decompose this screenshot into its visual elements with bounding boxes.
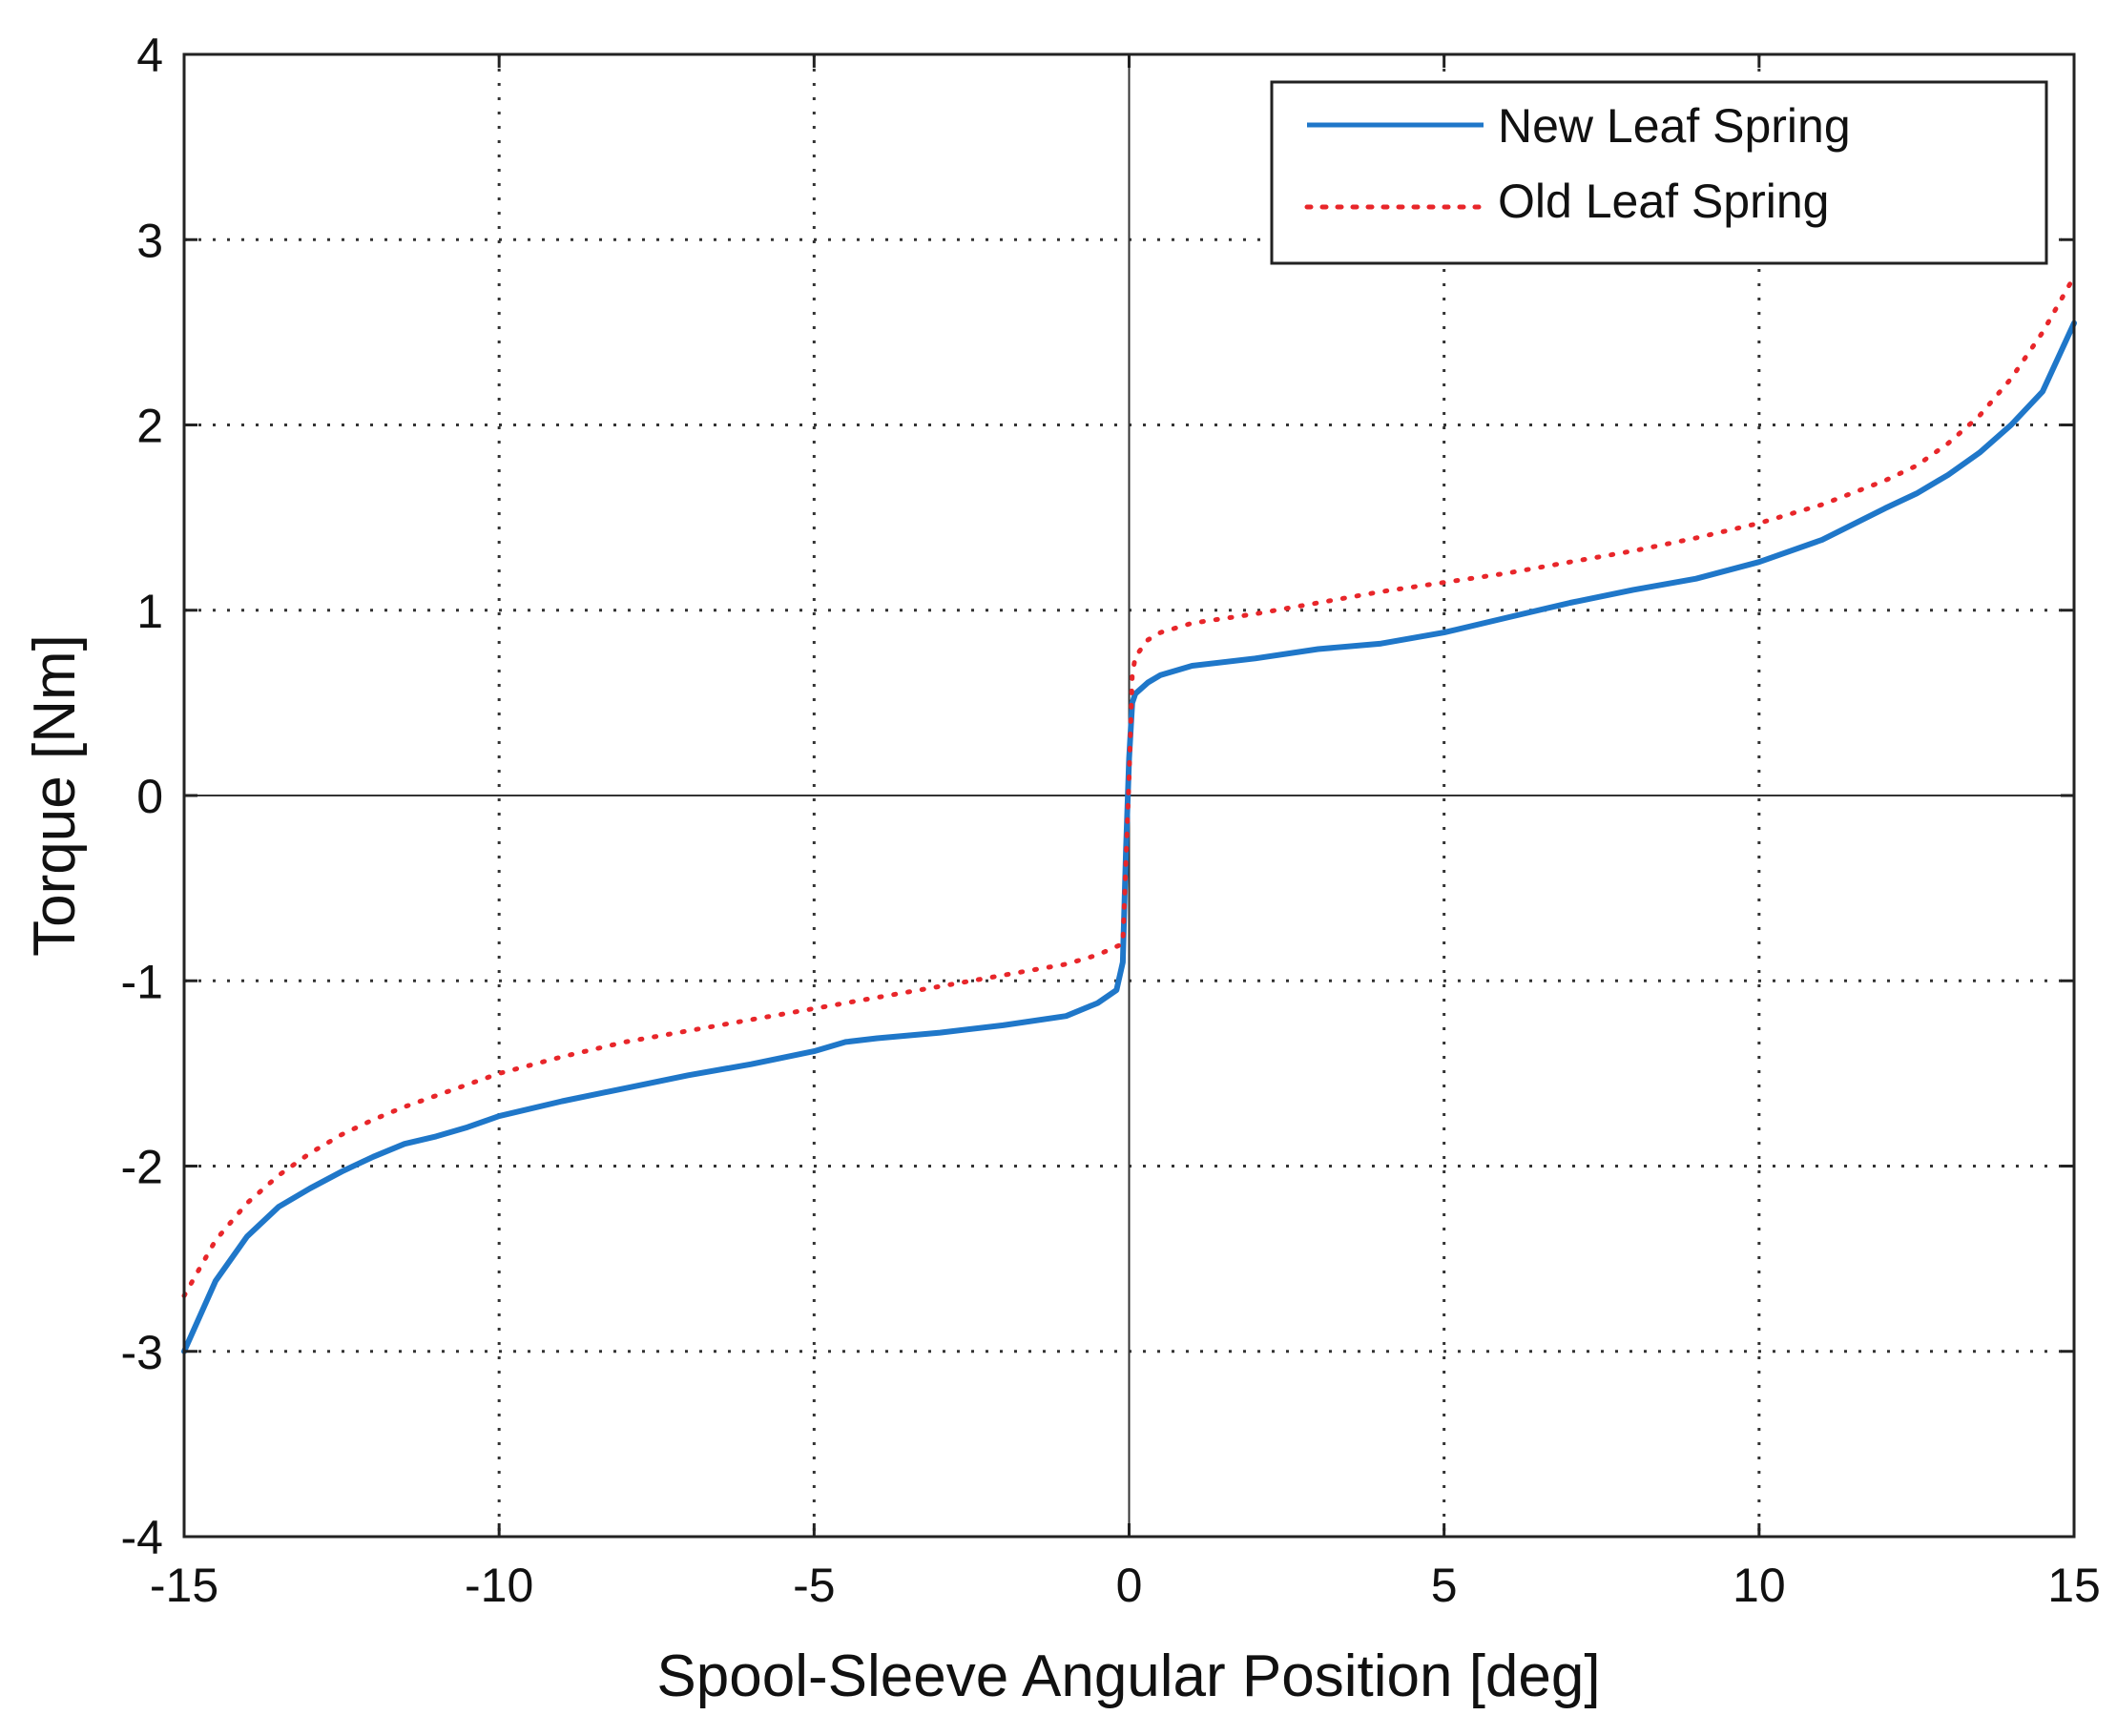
y-tick-label: -3 [121, 1326, 163, 1379]
legend: New Leaf Spring Old Leaf Spring [1270, 80, 2048, 265]
x-tick-label: -15 [150, 1559, 218, 1612]
y-axis-title: Torque [Nm] [22, 634, 88, 957]
x-axis-title: Spool-Sleeve Angular Position [deg] [656, 1643, 1600, 1709]
legend-label-old-leaf-spring: Old Leaf Spring [1498, 175, 1829, 228]
y-tick-label: -4 [121, 1511, 163, 1564]
x-tick-label: 5 [1431, 1559, 1458, 1612]
y-tick-label: 0 [136, 770, 163, 823]
x-tick-label: -5 [793, 1559, 835, 1612]
legend-box [1270, 80, 2048, 265]
y-tick-label: 4 [136, 29, 163, 82]
y-tick-label: -1 [121, 955, 163, 1008]
y-tick-label: 1 [136, 585, 163, 638]
series-line-old-leaf-spring [181, 274, 2077, 1298]
legend-label-new-leaf-spring: New Leaf Spring [1498, 99, 1851, 153]
x-tick-label: 0 [1116, 1559, 1143, 1612]
y-tick-label: 2 [136, 400, 163, 453]
x-tick-label: 15 [2047, 1559, 2101, 1612]
y-tick-label: 3 [136, 214, 163, 267]
x-tick-label: -10 [465, 1559, 533, 1612]
x-tick-label: 10 [1733, 1559, 1786, 1612]
y-tick-label: -2 [121, 1141, 163, 1194]
series-layer [181, 274, 2077, 1354]
